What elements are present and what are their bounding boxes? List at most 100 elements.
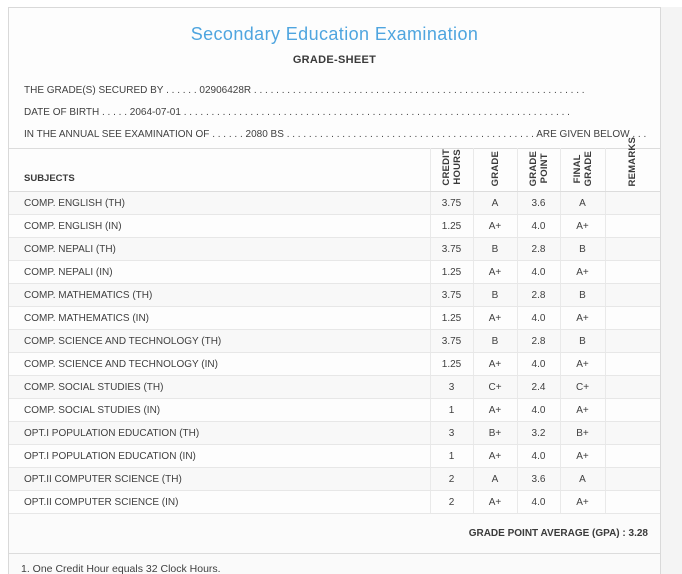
final-grade-cell: A+ [559, 306, 605, 330]
info-line-date-of-birth: DATE OF BIRTH . . . . . 2064-07-01 . . .… [9, 102, 660, 124]
final-grade-cell: A+ [559, 260, 605, 284]
table-row: COMP. SOCIAL STUDIES (TH) 3 C+ 2.4 C+ [9, 375, 660, 399]
final-grade-cell: B [559, 283, 605, 307]
header-row: SUBJECTS CREDIT HOURS GRADE GRADE POINT … [9, 137, 660, 192]
info-line-exam-year: IN THE ANNUAL SEE EXAMINATION OF . . . .… [9, 124, 660, 146]
grade-cell: A+ [472, 490, 517, 514]
final-grade-cell: A+ [559, 444, 605, 468]
credit-hours-cell: 2 [429, 467, 473, 491]
subject-cell: COMP. NEPALI (TH) [9, 237, 430, 261]
column-header-grade: GRADE [472, 148, 517, 192]
info-label: DATE OF BIRTH [24, 107, 100, 118]
remarks-cell [604, 375, 660, 399]
grades-table: SUBJECTS CREDIT HOURS GRADE GRADE POINT … [9, 137, 660, 514]
credit-hours-cell: 1.25 [429, 306, 473, 330]
grade-point-cell: 4.0 [516, 444, 560, 468]
remarks-cell [604, 444, 660, 468]
grade-cell: A+ [472, 260, 517, 284]
subject-cell: OPT.II COMPUTER SCIENCE (TH) [9, 467, 430, 491]
subject-cell: OPT.I POPULATION EDUCATION (IN) [9, 444, 430, 468]
dot-leader: . . . . . . [212, 129, 243, 140]
remarks-cell [604, 467, 660, 491]
final-grade-cell: A+ [559, 214, 605, 238]
final-grade-cell: C+ [559, 375, 605, 399]
remarks-cell [604, 421, 660, 445]
credit-hours-cell: 1.25 [429, 260, 473, 284]
grade-cell: A+ [472, 444, 517, 468]
grades-table-body: COMP. ENGLISH (TH) 3.75 A 3.6 A COMP. ENGLIS… [9, 191, 660, 514]
grade-cell: B [472, 283, 517, 307]
final-grade-cell: A+ [559, 352, 605, 376]
final-grade-cell: A+ [559, 490, 605, 514]
column-header-credit-hours: CREDIT HOURS [429, 148, 473, 192]
credit-hours-cell: 3.75 [429, 329, 473, 353]
table-row: COMP. SOCIAL STUDIES (IN) 1 A+ 4.0 A+ [9, 398, 660, 422]
credit-hours-cell: 3.75 [429, 191, 473, 215]
remarks-cell [604, 306, 660, 330]
grade-cell: B [472, 329, 517, 353]
grade-point-cell: 2.8 [516, 329, 560, 353]
credit-hours-cell: 3.75 [429, 237, 473, 261]
subject-cell: COMP. NEPALI (IN) [9, 260, 430, 284]
grade-point-cell: 4.0 [516, 214, 560, 238]
column-header-remarks: REMARKS [604, 137, 660, 192]
table-row: OPT.II COMPUTER SCIENCE (IN) 2 A+ 4.0 A+ [9, 490, 660, 514]
subject-cell: COMP. ENGLISH (TH) [9, 191, 430, 215]
grade-point-cell: 3.2 [516, 421, 560, 445]
grade-sheet-card: Secondary Education Examination GRADE-SH… [8, 7, 661, 574]
grade-point-cell: 2.8 [516, 237, 560, 261]
remarks-cell [604, 191, 660, 215]
grade-point-cell: 4.0 [516, 352, 560, 376]
subject-cell: COMP. SCIENCE AND TECHNOLOGY (TH) [9, 329, 430, 353]
symbol-number-value: 02906428R [199, 85, 252, 96]
table-row: OPT.I POPULATION EDUCATION (TH) 3 B+ 3.2 B+ [9, 421, 660, 445]
gpa-label: GRADE POINT AVERAGE (GPA) : [468, 528, 629, 539]
subject-cell: COMP. MATHEMATICS (IN) [9, 306, 430, 330]
final-grade-cell: B+ [559, 421, 605, 445]
grade-cell: A+ [472, 398, 517, 422]
page-gutter [661, 7, 682, 574]
final-grade-cell: A [559, 467, 605, 491]
table-row: COMP. MATHEMATICS (IN) 1.25 A+ 4.0 A+ [9, 306, 660, 330]
subject-cell: COMP. SCIENCE AND TECHNOLOGY (IN) [9, 352, 430, 376]
table-row: COMP. MATHEMATICS (TH) 3.75 B 2.8 B [9, 283, 660, 307]
candidate-info: THE GRADE(S) SECURED BY . . . . . . 0290… [9, 80, 660, 146]
remarks-cell [604, 214, 660, 238]
credit-hours-cell: 3 [429, 421, 473, 445]
info-line-grades-secured: THE GRADE(S) SECURED BY . . . . . . 0290… [9, 80, 660, 102]
column-header-subjects: SUBJECTS [9, 148, 430, 192]
credit-hours-cell: 2 [429, 490, 473, 514]
subject-cell: OPT.I POPULATION EDUCATION (TH) [9, 421, 430, 445]
table-row: COMP. NEPALI (IN) 1.25 A+ 4.0 A+ [9, 260, 660, 284]
gpa-summary-row: GRADE POINT AVERAGE (GPA) : 3.28 [9, 514, 660, 554]
remarks-cell [604, 260, 660, 284]
grade-point-cell: 2.8 [516, 283, 560, 307]
final-grade-cell: B [559, 329, 605, 353]
subject-cell: COMP. MATHEMATICS (TH) [9, 283, 430, 307]
gpa-value: 3.28 [628, 528, 648, 539]
remarks-cell [604, 283, 660, 307]
grade-cell: A [472, 467, 517, 491]
subject-cell: OPT.II COMPUTER SCIENCE (IN) [9, 490, 430, 514]
remarks-cell [604, 490, 660, 514]
subject-cell: COMP. SOCIAL STUDIES (TH) [9, 375, 430, 399]
table-row: COMP. NEPALI (TH) 3.75 B 2.8 B [9, 237, 660, 261]
grade-cell: B [472, 237, 517, 261]
dot-leader: . . . . . . . . . . . . . . . . . . . . … [183, 107, 570, 118]
grade-point-cell: 4.0 [516, 306, 560, 330]
credit-hours-cell: 1 [429, 398, 473, 422]
final-grade-cell: A [559, 191, 605, 215]
table-row: COMP. ENGLISH (IN) 1.25 A+ 4.0 A+ [9, 214, 660, 238]
table-row: OPT.I POPULATION EDUCATION (IN) 1 A+ 4.0 A+ [9, 444, 660, 468]
column-header-final-grade: FINAL GRADE [559, 148, 605, 192]
credit-hours-cell: 1.25 [429, 352, 473, 376]
table-row: COMP. SCIENCE AND TECHNOLOGY (IN) 1.25 A+ 4… [9, 352, 660, 376]
remarks-cell [604, 329, 660, 353]
grade-point-cell: 4.0 [516, 260, 560, 284]
remarks-cell [604, 398, 660, 422]
grade-point-cell: 4.0 [516, 490, 560, 514]
credit-hours-cell: 3.75 [429, 283, 473, 307]
footnote-section: 1. One Credit Hour equals 32 Clock Hours… [9, 554, 660, 574]
subject-cell: COMP. ENGLISH (IN) [9, 214, 430, 238]
final-grade-cell: B [559, 237, 605, 261]
